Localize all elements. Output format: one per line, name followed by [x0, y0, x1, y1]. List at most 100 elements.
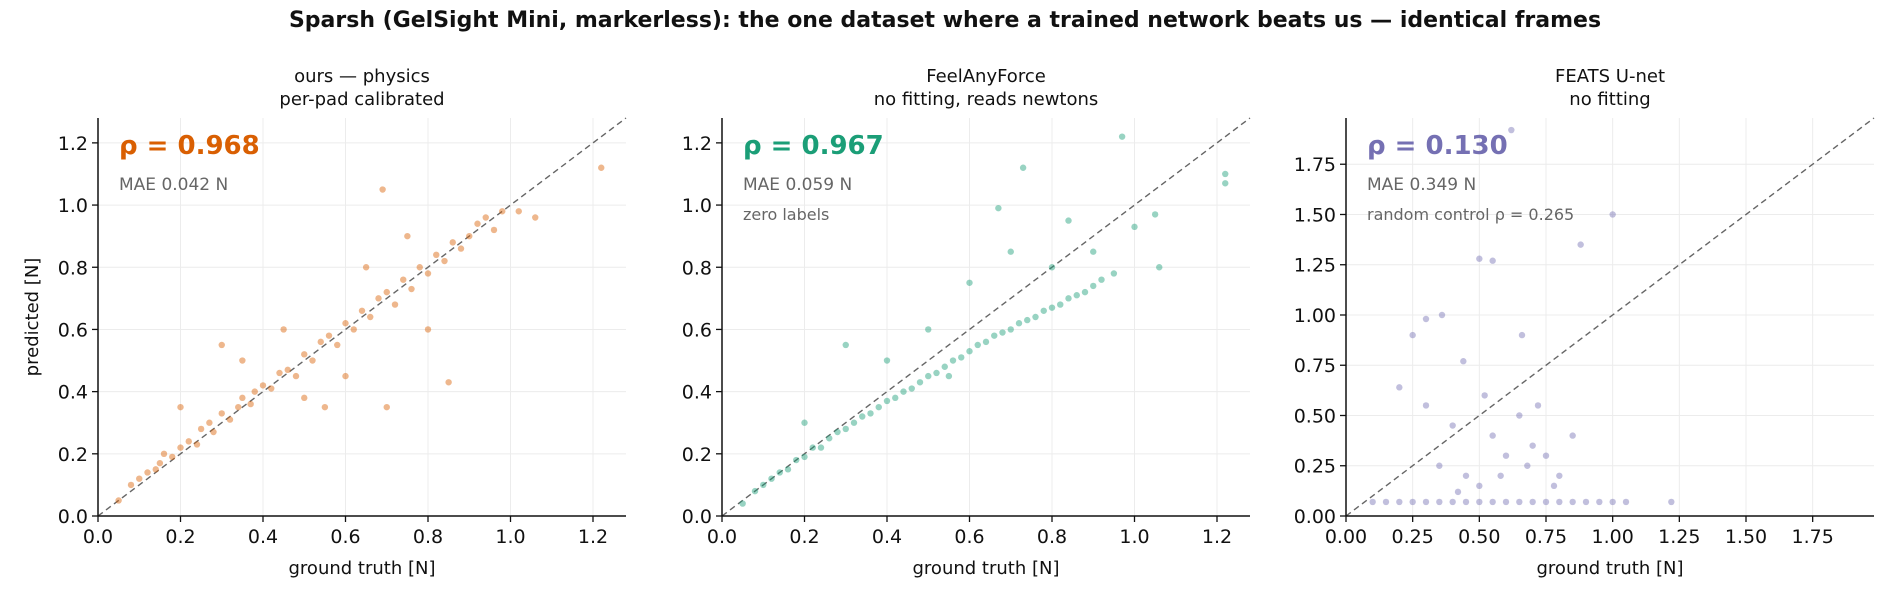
scatter-point: [251, 388, 258, 395]
scatter-point: [834, 428, 841, 436]
scatter-points: [1369, 126, 1675, 506]
scatter-point: [177, 444, 184, 451]
scatter-point: [842, 341, 849, 349]
scatter-point: [292, 372, 300, 380]
mae-annotation: MAE 0.349 N: [1367, 175, 1476, 195]
scatter-point: [1090, 282, 1097, 290]
scatter-point: [325, 332, 333, 339]
scatter-point: [156, 459, 164, 467]
scatter-point: [1024, 316, 1031, 324]
scatter-point: [1518, 331, 1526, 339]
x-tick-label: 0.4: [248, 526, 278, 548]
scatter-point: [490, 226, 498, 234]
scatter-point: [1007, 248, 1014, 255]
identity-line: [1345, 117, 1875, 517]
scatter-point: [982, 338, 990, 346]
scatter-point: [218, 341, 225, 349]
scatter-point: [1476, 482, 1483, 490]
scatter-point: [1534, 402, 1542, 409]
scatter-point: [193, 441, 201, 448]
scatter-point: [206, 419, 213, 426]
scatter-point: [144, 469, 151, 476]
scatter-point: [115, 497, 122, 504]
scatter-point: [859, 413, 866, 420]
scatter-point: [995, 204, 1002, 212]
y-tick-label: 0.0: [58, 506, 88, 528]
scatter-point: [1508, 126, 1515, 134]
x-tick-label: 0.2: [789, 526, 819, 548]
y-tick-label: 1.50: [1294, 204, 1336, 226]
rho-annotation: ρ = 0.130: [1367, 131, 1508, 161]
scatter-point: [1065, 295, 1072, 302]
scatter-point: [445, 379, 452, 386]
scatter-point: [280, 326, 287, 333]
scatter-point: [362, 264, 370, 271]
scatter-point: [127, 481, 135, 489]
panel-ours: 0.0 0.2 0.4 0.6 0.8 1.0 1.2 0.0 0.2 0.4 0.6 0.8 1.0…: [22, 66, 627, 579]
panel-feelanyforce: 0.0 0.2 0.4 0.6 0.8 1.0 1.2 0.0 0.2 0.4 0.6 0.8 1.0…: [682, 66, 1251, 579]
x-ticks: 0.00 0.25 0.50 0.75 1.00 1.25 1.50 1.75: [1325, 516, 1834, 548]
scatter-point: [1542, 498, 1550, 506]
scatter-point: [1007, 326, 1014, 333]
scatter-point: [1156, 264, 1163, 271]
scatter-point: [317, 338, 324, 346]
scatter-point: [900, 388, 907, 395]
scatter-point: [991, 332, 998, 339]
scatter-point: [424, 326, 432, 333]
scatter-point: [177, 403, 184, 411]
scatter-point: [760, 481, 767, 489]
scatter-point: [358, 307, 366, 314]
scatter-point: [449, 239, 456, 246]
scatter-point: [1422, 498, 1430, 506]
scatter-point: [784, 466, 792, 473]
scatter-point: [1151, 211, 1159, 218]
scatter-point: [842, 425, 849, 433]
x-tick-label: 0.6: [330, 526, 360, 548]
scatter-point: [768, 475, 775, 482]
x-tick-label: 1.25: [1658, 526, 1700, 548]
scatter-point: [925, 372, 932, 380]
scatter-point: [1497, 472, 1504, 479]
scatter-point: [515, 208, 522, 215]
scatter-point: [197, 425, 205, 433]
scatter-point: [1040, 307, 1047, 314]
scatter-point: [1131, 223, 1138, 231]
scatter-point: [1516, 412, 1523, 419]
y-tick-label: 1.25: [1294, 255, 1336, 277]
scatter-point: [383, 403, 390, 411]
panel-title: FEATS U-net: [1555, 66, 1665, 87]
x-tick-label: 0.8: [413, 526, 443, 548]
x-tick-label: 0.50: [1458, 526, 1500, 548]
scatter-point: [1542, 452, 1550, 459]
scatter-point: [1476, 255, 1483, 262]
scatter-point: [1577, 241, 1584, 248]
scatter-point: [1476, 498, 1483, 506]
scatter-point: [532, 214, 539, 221]
scatter-point: [1382, 498, 1390, 506]
scatter-point: [1110, 270, 1118, 277]
x-axis-label: ground truth [N]: [913, 558, 1060, 579]
scatter-point: [1556, 498, 1563, 506]
scatter-point: [334, 341, 341, 349]
scatter-point: [1462, 472, 1470, 479]
scatter-point: [966, 279, 973, 286]
scatter-point: [945, 372, 953, 380]
scatter-point: [152, 466, 159, 473]
panel-subtitle: no fitting: [1569, 89, 1650, 110]
y-tick-label: 0.6: [682, 319, 712, 341]
scatter-point: [1369, 498, 1376, 506]
scatter-point: [598, 164, 605, 171]
panel-title: ours — physics: [294, 66, 430, 87]
scatter-point: [958, 354, 965, 361]
panel-subtitle: no fitting, reads newtons: [874, 89, 1099, 110]
scatter-point: [1460, 358, 1467, 365]
note-annotation: random control ρ = 0.265: [1367, 205, 1574, 224]
scatter-point: [268, 385, 275, 392]
scatter-point: [226, 416, 234, 423]
y-tick-label: 1.2: [682, 133, 712, 155]
x-tick-label: 0.0: [83, 526, 113, 548]
scatter-point: [383, 288, 390, 296]
scatter-point: [342, 372, 349, 380]
y-tick-label: 0.4: [682, 382, 712, 404]
scatter-point: [160, 450, 168, 458]
